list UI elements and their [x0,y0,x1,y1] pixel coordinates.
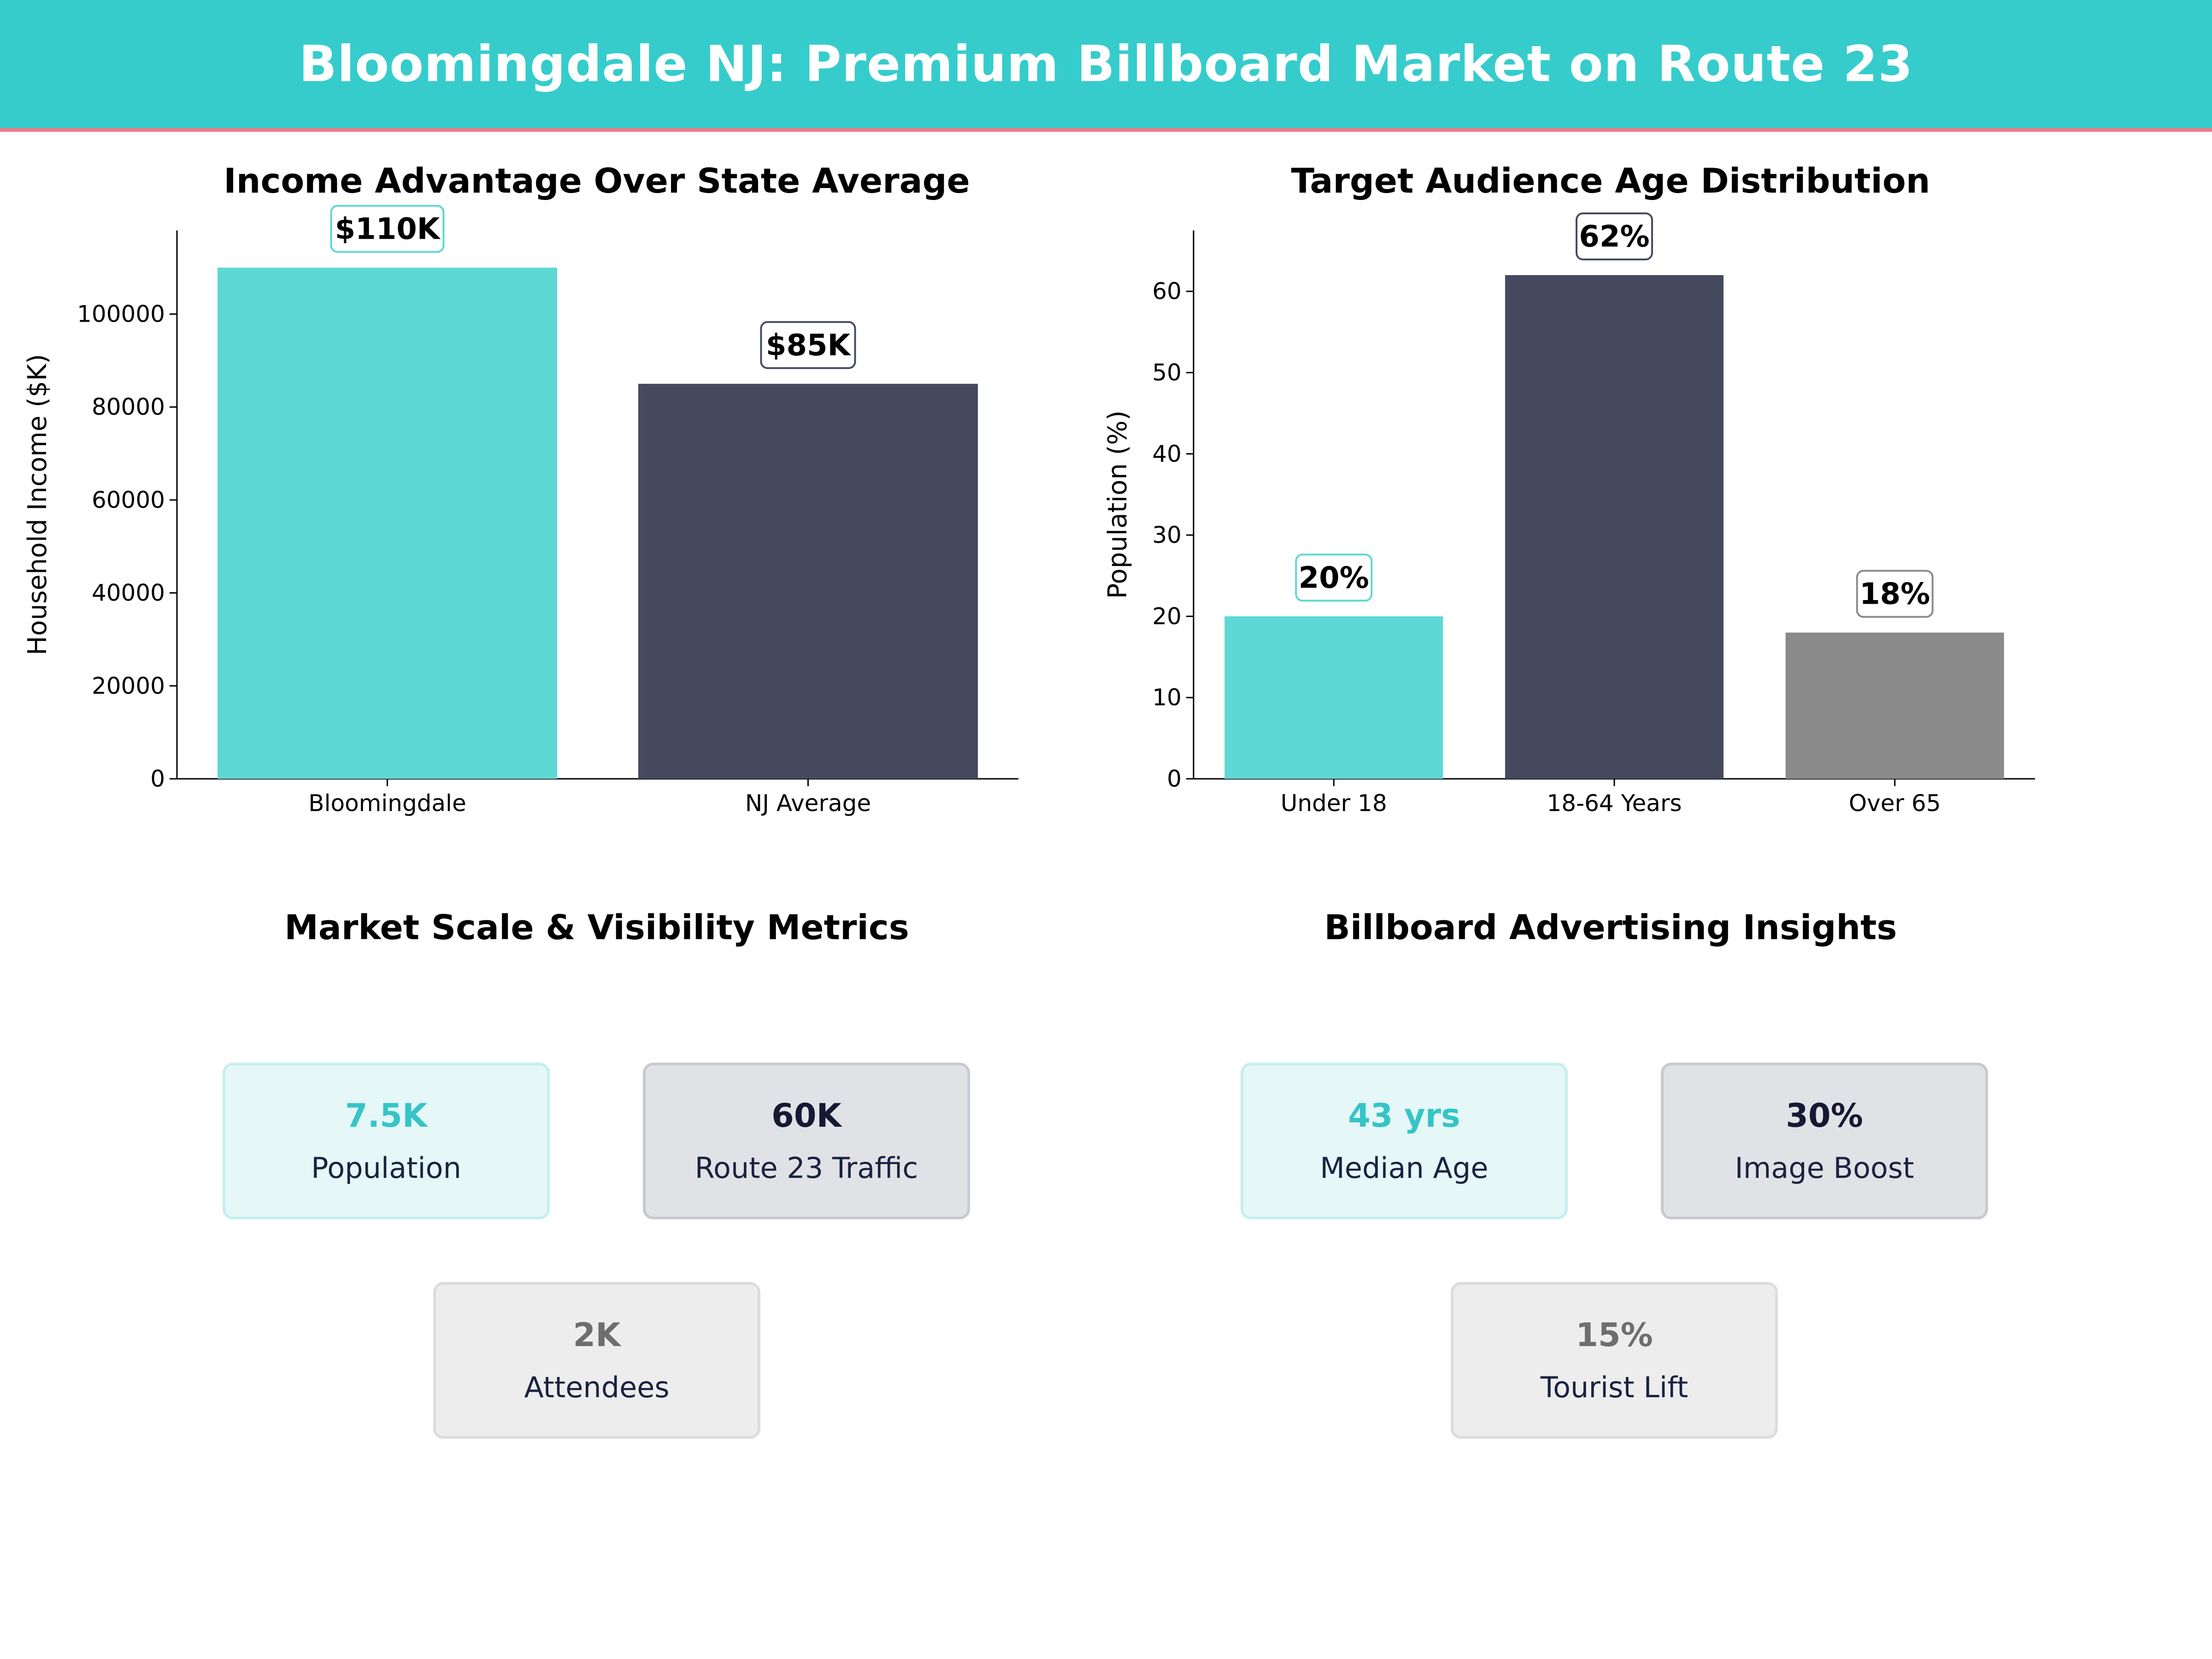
bar [638,383,978,779]
value-label: 20% [1299,561,1369,595]
y-tick-label: 0 [150,765,165,792]
insight-card-tourist-lift: 15% Tourist Lift [1451,1282,1778,1439]
metric-label: Population [311,1151,461,1185]
age-chart-title: Target Audience Age Distribution [1291,161,1930,201]
x-tick-label: Under 18 [1281,790,1387,817]
x-tick-label: 18-64 Years [1547,790,1682,817]
bar [218,267,557,779]
bar [1505,275,1724,779]
value-label-box [1295,553,1373,602]
y-tick-label: 100000 [77,301,165,328]
y-axis-title: Household Income ($K) [23,354,53,655]
value-label: 62% [1579,220,1649,254]
x-tick-label: Over 65 [1849,790,1941,817]
metric-card-population: 7.5K Population [223,1063,550,1219]
metric-value: 7.5K [345,1097,428,1135]
insight-label: Median Age [1320,1151,1488,1185]
value-label: $85K [766,329,852,363]
market-metrics-title: Market Scale & Visibility Metrics [284,908,909,947]
value-label: 18% [1859,577,1930,612]
y-tick-label: 20000 [92,672,165,699]
header-banner: Bloomingdale NJ: Premium Billboard Marke… [0,0,2212,132]
y-tick-label: 30 [1152,522,1182,548]
metric-label: Attendees [524,1371,670,1404]
value-label-box [1856,570,1934,618]
x-tick-label: Bloomingdale [308,790,466,817]
y-tick-label: 10 [1152,684,1182,711]
page-title: Bloomingdale NJ: Premium Billboard Marke… [299,35,1913,93]
y-tick-label: 60000 [92,487,165,513]
income-chart-title: Income Advantage Over State Average [224,161,970,201]
x-tick-label: NJ Average [745,790,871,817]
y-tick-label: 40000 [92,580,165,606]
y-tick-label: 20 [1152,603,1182,629]
metric-value: 60K [771,1097,841,1135]
metric-card-route-traffic: 60K Route 23 Traffic [643,1063,970,1219]
value-label-box [760,321,856,369]
value-label: $110K [335,212,441,247]
insight-card-median-age: 43 yrs Median Age [1241,1063,1568,1219]
y-axis-title: Population (%) [1103,411,1133,599]
value-label-box [1576,212,1653,260]
bar [1785,632,2004,779]
metric-card-attendees: 2K Attendees [433,1282,760,1439]
bar [1224,616,1443,779]
insight-card-image-boost: 30% Image Boost [1661,1063,1988,1219]
metric-value: 2K [573,1316,621,1354]
value-label-box [330,205,445,253]
y-tick-label: 50 [1152,359,1182,386]
insight-label: Tourist Lift [1540,1371,1688,1404]
insight-value: 15% [1576,1316,1653,1354]
y-tick-label: 40 [1152,441,1182,467]
insight-label: Image Boost [1735,1151,1914,1185]
metric-label: Route 23 Traffic [694,1151,918,1185]
y-tick-label: 0 [1167,765,1182,792]
y-tick-label: 80000 [92,394,165,420]
insights-title: Billboard Advertising Insights [1324,908,1897,947]
insight-value: 43 yrs [1348,1097,1460,1135]
insight-value: 30% [1786,1097,1863,1135]
y-tick-label: 60 [1152,278,1182,305]
